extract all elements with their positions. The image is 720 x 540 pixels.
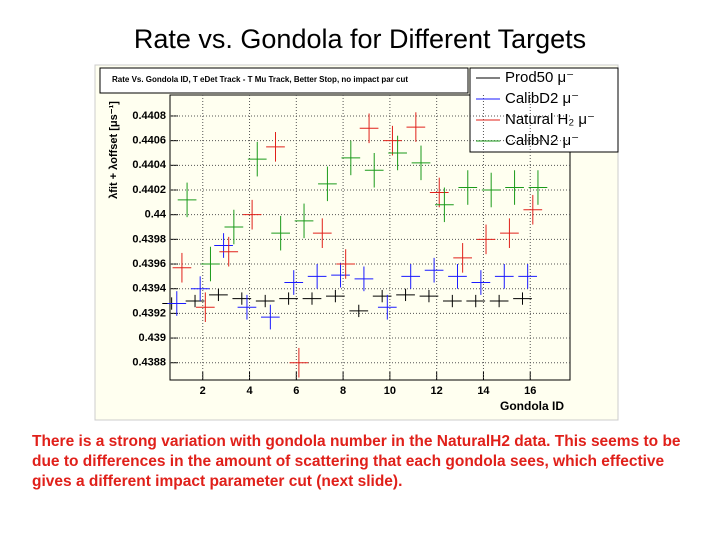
y-tick-label: 0.4396 [132,258,166,270]
y-tick-label: 0.44 [145,209,167,221]
y-tick-label: 0.4398 [132,233,166,245]
y-axis-label: λfit + λoffset [μs⁻¹] [108,101,120,199]
legend-box [469,67,619,153]
y-tick-label: 0.4404 [132,159,167,171]
slide-title: Rate vs. Gondola for Different Targets [133,24,587,54]
x-tick-label: 14 [477,385,490,397]
y-tick-label: 0.4394 [132,283,167,295]
legend-label: Natural H₂ μ⁻ [505,111,595,128]
x-tick-label: 2 [200,385,206,397]
legend-label: Prod50 μ⁻ [505,69,574,86]
chart: Rate Vs. Gondola ID, T eDet Track - T Mu… [94,64,619,421]
y-tick-label: 0.4408 [132,110,166,122]
plot-title-box [99,67,469,94]
plot-title: Rate Vs. Gondola ID, T eDet Track - T Mu… [112,75,408,84]
x-axis-label: Gondola ID [500,399,564,413]
y-tick-label: 0.4388 [132,357,166,369]
y-tick-label: 0.439 [138,332,166,344]
y-tick-label: 0.4402 [132,184,166,196]
legend-label: CalibD2 μ⁻ [505,90,579,107]
legend-label: CalibN2 μ⁻ [505,132,579,149]
x-tick-label: 10 [384,385,396,397]
x-tick-label: 16 [524,385,536,397]
x-tick-label: 12 [431,385,443,397]
x-tick-label: 8 [340,385,346,397]
caption: There is a strong variation with gondola… [32,433,681,490]
y-tick-label: 0.4406 [132,135,166,147]
y-tick-label: 0.4392 [132,307,166,319]
x-tick-label: 6 [293,385,299,397]
x-tick-label: 4 [246,385,253,397]
